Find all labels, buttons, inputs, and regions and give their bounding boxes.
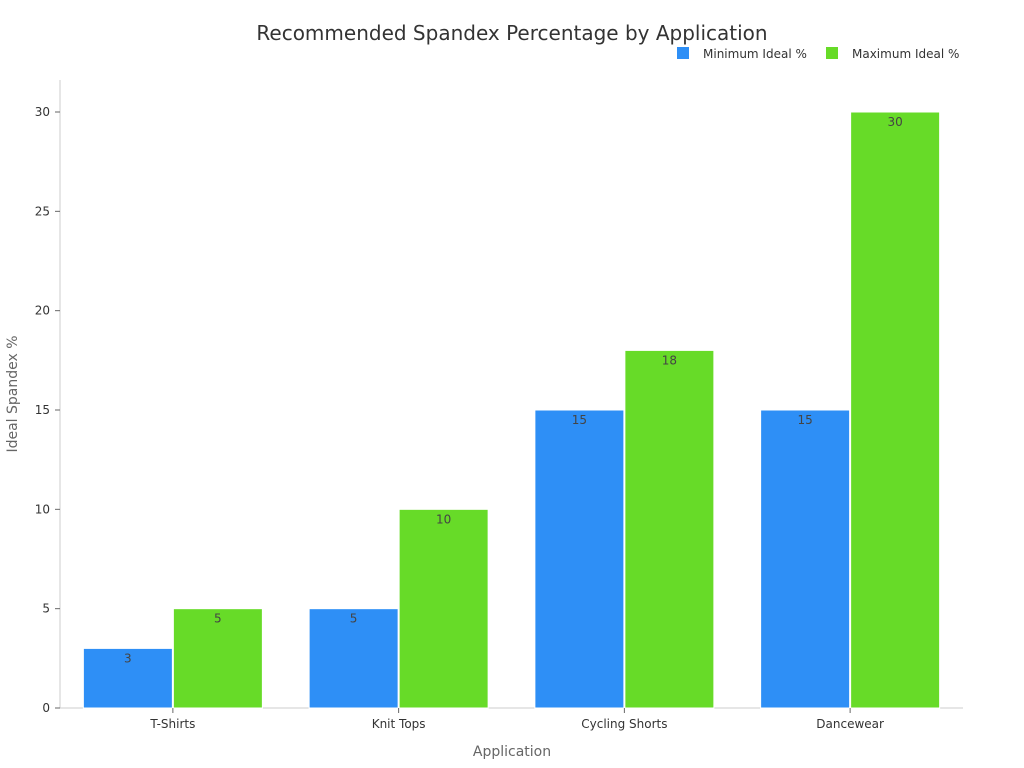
y-tick-label: 0 bbox=[42, 701, 50, 715]
data-labels: 3 5 5 10 15 18 15 30 bbox=[124, 115, 903, 665]
x-tick-label: Dancewear bbox=[816, 717, 884, 731]
legend-label-minimum: Minimum Ideal % bbox=[703, 47, 807, 61]
bar-minimum bbox=[534, 409, 625, 709]
y-tick-label: 30 bbox=[35, 105, 50, 119]
data-label-maximum: 18 bbox=[662, 353, 677, 367]
x-tick-label: T-Shirts bbox=[149, 717, 195, 731]
data-label-minimum: 3 bbox=[124, 651, 132, 665]
legend-label-maximum: Maximum Ideal % bbox=[852, 47, 959, 61]
legend-swatch-maximum bbox=[826, 47, 838, 59]
x-axis-ticks: T-Shirts Knit Tops Cycling Shorts Dancewear bbox=[149, 708, 884, 731]
y-tick-label: 10 bbox=[35, 502, 50, 516]
x-axis-title: Application bbox=[473, 744, 551, 760]
bar-maximum bbox=[172, 608, 263, 709]
y-tick-label: 5 bbox=[42, 602, 50, 616]
bar-minimum bbox=[308, 608, 399, 709]
data-label-minimum: 5 bbox=[350, 612, 358, 626]
bar-maximum bbox=[398, 508, 489, 709]
data-label-minimum: 15 bbox=[572, 413, 587, 427]
legend-swatch-minimum bbox=[677, 47, 689, 59]
data-label-maximum: 5 bbox=[214, 612, 222, 626]
bars bbox=[82, 111, 941, 709]
chart-title: Recommended Spandex Percentage by Applic… bbox=[256, 21, 767, 45]
y-axis-ticks: 0 5 10 15 20 25 30 bbox=[35, 105, 60, 715]
data-label-maximum: 10 bbox=[436, 512, 451, 526]
bar-maximum bbox=[850, 111, 941, 709]
data-label-maximum: 30 bbox=[887, 115, 902, 129]
y-tick-label: 20 bbox=[35, 304, 50, 318]
bar-maximum bbox=[624, 349, 715, 709]
y-axis-title: Ideal Spandex % bbox=[5, 335, 21, 452]
x-tick-label: Cycling Shorts bbox=[581, 717, 667, 731]
x-tick-label: Knit Tops bbox=[372, 717, 426, 731]
y-tick-label: 15 bbox=[35, 403, 50, 417]
data-label-minimum: 15 bbox=[797, 413, 812, 427]
legend: Minimum Ideal % Maximum Ideal % bbox=[677, 47, 959, 61]
bar-minimum bbox=[760, 409, 851, 709]
bar-minimum bbox=[82, 647, 173, 709]
y-tick-label: 25 bbox=[35, 204, 50, 218]
